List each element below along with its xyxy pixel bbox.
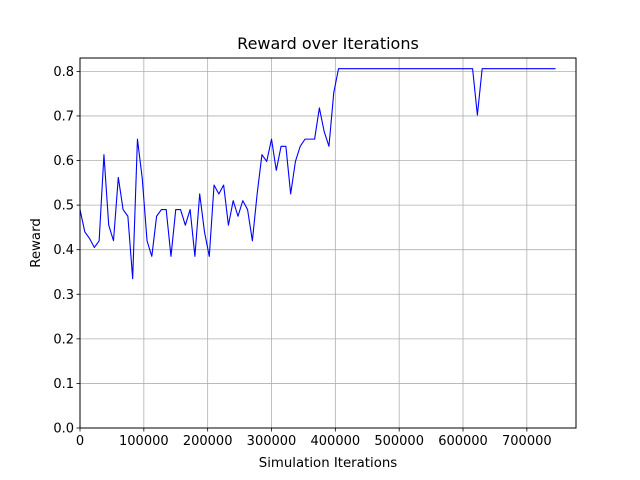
- x-axis-label: Simulation Iterations: [259, 456, 397, 471]
- series-layer: [79, 68, 556, 280]
- y-tick-label: 0.1: [53, 377, 74, 392]
- y-tick-label: 0.0: [53, 422, 74, 437]
- y-tick-label: 0.5: [53, 199, 74, 214]
- y-tick-label: 0.3: [53, 288, 74, 303]
- x-tick-label: 300000: [247, 434, 297, 449]
- x-tick-label: 0: [76, 434, 84, 449]
- x-tick-label: 100000: [119, 434, 169, 449]
- plot-area: [80, 58, 576, 428]
- reward-series-line: [79, 68, 556, 280]
- x-tick-label: 200000: [183, 434, 233, 449]
- plot-frame: [79, 57, 577, 429]
- x-tick-label: 700000: [502, 434, 552, 449]
- y-axis-label: Reward: [29, 218, 44, 268]
- y-tick-label: 0.8: [53, 65, 74, 80]
- y-axis-ticks: 0.0 0.1 0.2 0.3 0.4 0.5 0.6 0.7 0.8: [53, 65, 80, 437]
- y-tick-label: 0.2: [53, 332, 74, 347]
- y-tick-label: 0.4: [53, 243, 74, 258]
- x-tick-label: 500000: [374, 434, 424, 449]
- y-tick-label: 0.6: [53, 154, 74, 169]
- chart-title: Reward over Iterations: [237, 34, 419, 53]
- x-tick-label: 400000: [311, 434, 361, 449]
- y-tick-label: 0.7: [53, 109, 74, 124]
- x-axis-ticks: 0 100000 200000 300000 400000 500000 600000 700…: [76, 428, 552, 449]
- x-tick-label: 600000: [438, 434, 488, 449]
